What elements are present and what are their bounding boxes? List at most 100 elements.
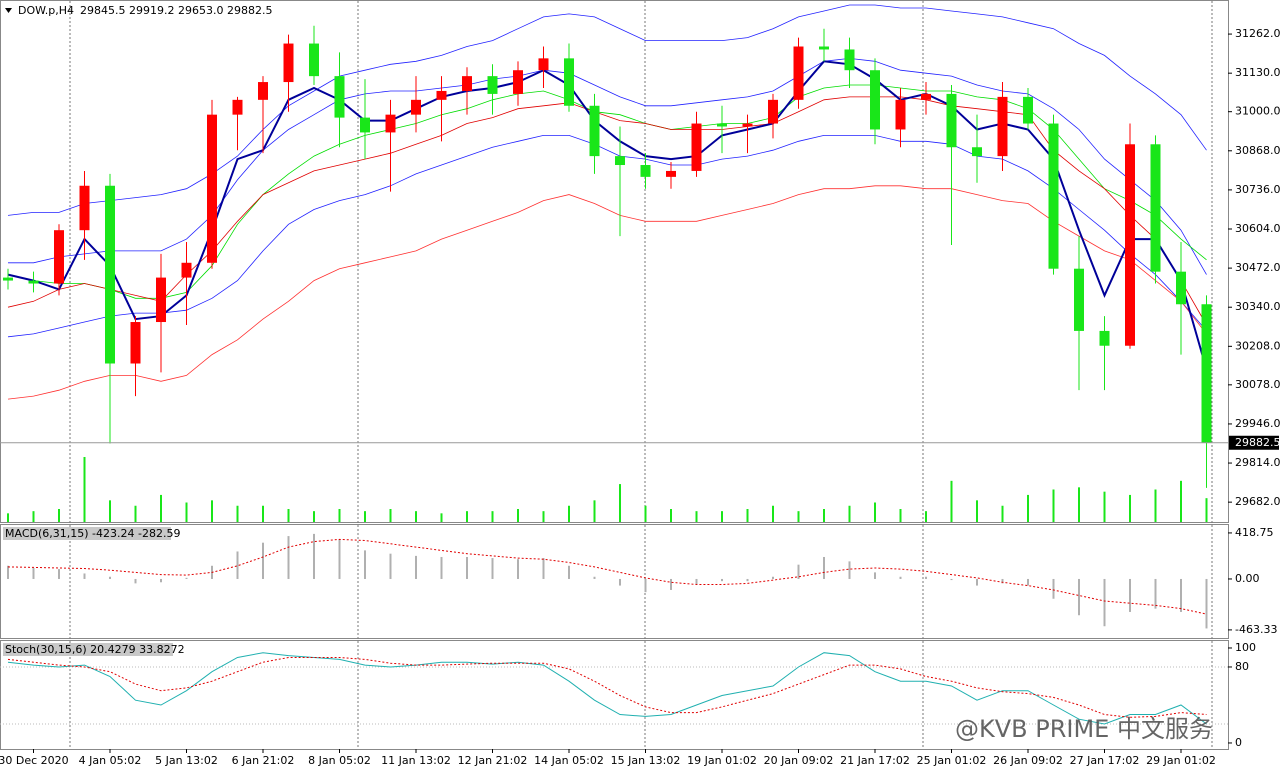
y-tick-label: 100 (1235, 641, 1256, 654)
macd-bar (491, 558, 494, 579)
candle-body (258, 82, 268, 100)
macd-bar (313, 533, 315, 579)
macd-bar (7, 565, 9, 579)
candle-body (334, 76, 345, 118)
volume-bar (313, 511, 315, 522)
volume-bar (670, 509, 672, 522)
candle-body (691, 123, 702, 171)
volume-bar (976, 500, 978, 522)
watermark: @KVB PRIME 中文服务 (955, 715, 1213, 743)
macd-bar (1180, 578, 1182, 612)
x-tick-label: 27 Jan 17:02 (1070, 754, 1140, 767)
volume-bar (1052, 489, 1055, 522)
macd-bar (134, 578, 137, 584)
candle-body (385, 114, 396, 133)
y-tick-label: 29682.0 (1235, 495, 1280, 508)
band-line (7, 135, 1207, 338)
volume-bar (568, 505, 570, 522)
macd-bar (1205, 578, 1208, 629)
volume-bar (58, 509, 60, 522)
macd-bar (542, 558, 545, 579)
macd-bar (364, 550, 366, 579)
stoch-frame (0, 640, 1229, 750)
macd-bar (160, 578, 162, 583)
volume-bar (950, 480, 953, 522)
volume-bar (925, 511, 927, 522)
candle-body (640, 165, 651, 177)
candle-body (564, 58, 574, 106)
macd-bar (823, 556, 825, 579)
macd-bar (848, 561, 851, 579)
candle-body (3, 277, 13, 281)
candle-body (232, 99, 243, 115)
macd-bar (32, 567, 35, 579)
x-tick-label: 6 Jan 21:02 (232, 754, 295, 767)
volume-bar (542, 511, 545, 522)
macd-bar (695, 578, 698, 585)
candle-body (844, 49, 855, 71)
macd-bar (619, 578, 621, 586)
macd-bar (976, 578, 978, 586)
macd-bar (338, 539, 341, 579)
volume-bar (1103, 491, 1106, 522)
volume-bar (7, 513, 9, 522)
candle-body (972, 147, 982, 157)
x-tick-label: 25 Jan 01:02 (917, 754, 987, 767)
y-tick-label: 418.75 (1235, 526, 1274, 539)
candle-body (742, 123, 753, 127)
volume-bar (211, 500, 213, 522)
y-tick-label: 29814.0 (1235, 456, 1280, 469)
y-tick-label: 30736.0 (1235, 183, 1280, 196)
macd-label-bg (3, 527, 171, 540)
volume-bar (364, 511, 366, 522)
macd-bar (517, 559, 519, 579)
macd-bar (797, 564, 800, 579)
last-price-label: 29882.5 (1235, 436, 1280, 449)
volume-bar (236, 505, 239, 522)
candle-body (411, 99, 421, 115)
macd-bar (236, 551, 239, 579)
band-line (7, 185, 1207, 400)
volume-bar (1027, 494, 1029, 522)
candle-body (717, 123, 727, 127)
macd-bar (83, 573, 86, 579)
candle-body (1023, 96, 1033, 124)
macd-bar (58, 569, 60, 579)
candle-body (105, 185, 115, 364)
y-tick-label: 31262.0 (1235, 27, 1280, 40)
volume-bar (517, 509, 519, 522)
ohlc: 29845.5 29919.2 29653.0 29882.5 (80, 4, 272, 17)
candle-body (538, 58, 549, 71)
candle-body (793, 46, 804, 100)
candle-body (1150, 144, 1161, 272)
candle-body (1201, 304, 1212, 443)
macd-bar (287, 536, 290, 579)
macd-bar (568, 565, 570, 579)
candle-body (666, 170, 676, 177)
y-tick-label: 29946.0 (1235, 417, 1280, 430)
candle-body (283, 43, 294, 83)
candle-body (487, 76, 498, 94)
y-tick-label: 31000.0 (1235, 105, 1280, 118)
volume-bar (415, 511, 417, 522)
macd-bar (721, 578, 723, 582)
candle-body (921, 93, 931, 100)
y-tick-label: -463.33 (1235, 623, 1277, 636)
candle-body (54, 230, 64, 284)
macd-bar (1154, 578, 1157, 609)
candle-body (895, 99, 906, 130)
candle-body (946, 93, 957, 148)
macd-bar (950, 578, 953, 581)
stoch-label-bg (3, 643, 173, 656)
y-tick-label: 0 (1235, 736, 1242, 749)
candle-body (360, 117, 370, 133)
macd-bar (644, 578, 647, 593)
macd-bar (262, 542, 264, 579)
macd-bar (389, 553, 392, 579)
macd-bar (1103, 578, 1106, 627)
volume-bar (160, 494, 162, 522)
macd-signal (7, 538, 1207, 615)
